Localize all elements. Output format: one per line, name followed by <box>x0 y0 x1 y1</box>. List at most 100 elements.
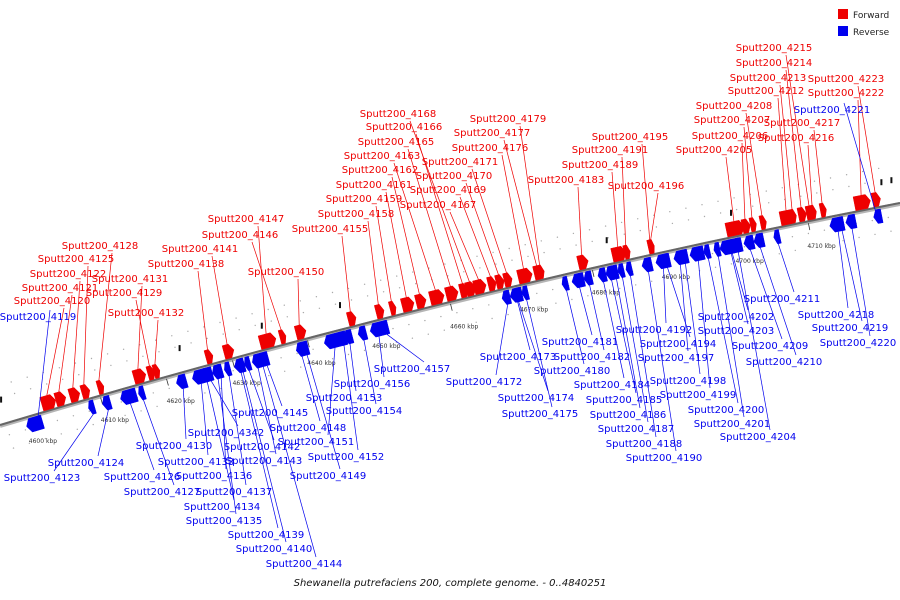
gene-label[interactable]: Sputt200_4208 <box>696 101 772 112</box>
gene-label[interactable]: Sputt200_4214 <box>736 58 812 69</box>
gene-label[interactable]: Sputt200_4127 <box>124 487 200 498</box>
gene-label[interactable]: Sputt200_4167 <box>400 200 476 211</box>
gene-label[interactable]: Sputt200_4142 <box>224 442 300 453</box>
gene-label[interactable]: Sputt200_4162 <box>342 165 418 176</box>
gene-sputt200-4154[interactable] <box>357 325 369 341</box>
gene-sputt200-4171[interactable] <box>502 272 513 288</box>
gene-label[interactable]: Sputt200_4209 <box>732 341 808 352</box>
gene-label[interactable]: Sputt200_4144 <box>266 559 342 570</box>
gene-label[interactable]: Sputt200_4147 <box>208 214 284 225</box>
gene-sputt200-4137[interactable] <box>224 361 233 377</box>
gene-label[interactable]: Sputt200_4128 <box>62 241 138 252</box>
gene-sputt200-4170[interactable] <box>494 274 505 290</box>
gene-sputt200-4119[interactable] <box>26 414 45 433</box>
gene-sputt200-4219[interactable] <box>837 216 846 232</box>
gene-label[interactable]: Sputt200_4220 <box>820 338 896 349</box>
gene-sputt200-4181[interactable] <box>571 272 586 289</box>
gene-sputt200-4194[interactable] <box>661 252 672 268</box>
gene-label[interactable]: Sputt200_4182 <box>554 352 630 363</box>
gene-sputt200-4183[interactable] <box>576 254 589 271</box>
gene-label[interactable]: Sputt200_4158 <box>318 209 394 220</box>
gene-label[interactable]: Sputt200_4131 <box>92 274 168 285</box>
gene-sputt200-4157[interactable] <box>381 319 391 335</box>
gene-label[interactable]: Sputt200_4119 <box>0 312 76 323</box>
gene-label[interactable]: Sputt200_4157 <box>374 364 450 375</box>
gene-sputt200-4149[interactable] <box>302 340 311 356</box>
gene-sputt200-4161[interactable] <box>399 296 415 313</box>
gene-sputt200-4174[interactable] <box>513 287 523 303</box>
gene-label[interactable]: Sputt200_4221 <box>794 105 870 116</box>
gene-label[interactable]: Sputt200_4342 <box>188 428 264 439</box>
gene-label[interactable]: Sputt200_4146 <box>202 230 278 241</box>
gene-sputt200-4198[interactable] <box>679 248 690 265</box>
gene-label[interactable]: Sputt200_4132 <box>108 308 184 319</box>
gene-sputt200-4222[interactable] <box>852 194 871 211</box>
gene-label[interactable]: Sputt200_4163 <box>344 151 420 162</box>
gene-sputt200-4136[interactable] <box>216 363 225 379</box>
gene-sputt200-4187[interactable] <box>617 263 626 279</box>
gene-sputt200-4120[interactable] <box>39 394 56 412</box>
gene-label[interactable]: Sputt200_4202 <box>698 312 774 323</box>
gene-label[interactable]: Sputt200_4222 <box>808 88 884 99</box>
gene-sputt200-4200[interactable] <box>703 244 712 259</box>
gene-sputt200-4162[interactable] <box>414 293 427 310</box>
gene-label[interactable]: Sputt200_4136 <box>176 471 252 482</box>
gene-label[interactable]: Sputt200_4176 <box>452 143 528 154</box>
gene-label[interactable]: Sputt200_4133 <box>158 457 234 468</box>
gene-sputt200-4188[interactable] <box>625 261 634 277</box>
gene-label[interactable]: Sputt200_4140 <box>236 544 312 555</box>
gene-label[interactable]: Sputt200_4204 <box>720 432 796 443</box>
gene-label[interactable]: Sputt200_4135 <box>186 516 262 527</box>
gene-label[interactable]: Sputt200_4201 <box>694 419 770 430</box>
gene-sputt200-4131[interactable] <box>131 368 147 385</box>
gene-label[interactable]: Sputt200_4153 <box>306 393 382 404</box>
gene-sputt200-4176[interactable] <box>516 267 533 285</box>
gene-label[interactable]: Sputt200_4223 <box>808 74 884 85</box>
gene-sputt200-4123[interactable] <box>88 399 97 415</box>
gene-sputt200-4210[interactable] <box>753 232 766 248</box>
gene-label[interactable]: Sputt200_4194 <box>640 339 716 350</box>
gene-label[interactable]: Sputt200_4197 <box>638 353 714 364</box>
gene-sputt200-4128[interactable] <box>95 379 105 395</box>
gene-label[interactable]: Sputt200_4143 <box>226 456 302 467</box>
gene-sputt200-4169[interactable] <box>486 276 497 292</box>
gene-sputt200-4172[interactable] <box>501 289 513 305</box>
gene-label[interactable]: Sputt200_4122 <box>30 269 106 280</box>
gene-sputt200-4145[interactable] <box>262 350 271 367</box>
gene-sputt200-4121[interactable] <box>53 391 67 408</box>
gene-label[interactable]: Sputt200_4166 <box>366 122 442 133</box>
gene-sputt200-4124[interactable] <box>102 394 113 411</box>
gene-label[interactable]: Sputt200_4126 <box>104 472 180 483</box>
gene-label[interactable]: Sputt200_4175 <box>502 409 578 420</box>
gene-label[interactable]: Sputt200_4206 <box>692 131 768 142</box>
gene-sputt200-4190[interactable] <box>641 256 654 273</box>
gene-sputt200-4165[interactable] <box>444 285 459 302</box>
gene-label[interactable]: Sputt200_4138 <box>148 259 224 270</box>
gene-sputt200-4180[interactable] <box>561 275 570 291</box>
gene-label[interactable]: Sputt200_4170 <box>416 171 492 182</box>
gene-sputt200-4130[interactable] <box>176 373 189 390</box>
gene-sputt200-4163[interactable] <box>428 289 445 306</box>
gene-sputt200-4204[interactable] <box>733 237 742 253</box>
gene-label[interactable]: Sputt200_4181 <box>542 337 618 348</box>
gene-sputt200-4159[interactable] <box>387 300 397 316</box>
gene-sputt200-4150[interactable] <box>293 324 307 341</box>
gene-label[interactable]: Sputt200_4183 <box>528 175 604 186</box>
gene-sputt200-4141[interactable] <box>221 343 235 360</box>
gene-sputt200-4182[interactable] <box>583 270 594 286</box>
gene-label[interactable]: Sputt200_4217 <box>764 118 840 129</box>
gene-sputt200-4342[interactable] <box>206 366 215 382</box>
gene-sputt200-4142[interactable] <box>244 355 253 371</box>
gene-label[interactable]: Sputt200_4152 <box>308 452 384 463</box>
gene-sputt200-4211[interactable] <box>773 229 782 245</box>
gene-sputt200-4146[interactable] <box>277 329 287 345</box>
gene-label[interactable]: Sputt200_4186 <box>590 410 666 421</box>
gene-label[interactable]: Sputt200_4123 <box>4 473 80 484</box>
gene-sputt200-4199[interactable] <box>689 245 706 262</box>
gene-label[interactable]: Sputt200_4211 <box>744 294 820 305</box>
gene-sputt200-4153[interactable] <box>344 328 355 345</box>
gene-sputt200-4155[interactable] <box>345 311 357 327</box>
gene-label[interactable]: Sputt200_4125 <box>38 254 114 265</box>
gene-label[interactable]: Sputt200_4196 <box>608 181 684 192</box>
gene-label[interactable]: Sputt200_4173 <box>480 352 556 363</box>
